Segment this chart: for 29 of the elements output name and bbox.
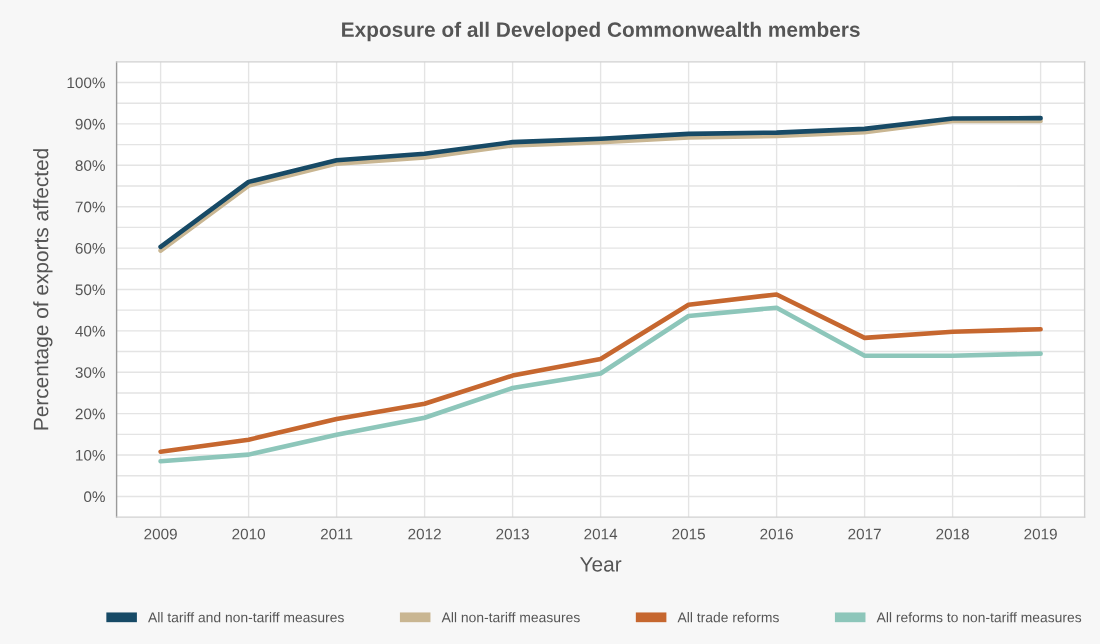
legend-label: All trade reforms — [677, 612, 779, 623]
y-tick-label: 70% — [75, 201, 105, 213]
x-tick-label: 2017 — [848, 528, 881, 540]
legend-label: All tariff and non-tariff measures — [148, 612, 344, 623]
x-tick-label: 2010 — [232, 528, 265, 540]
x-tick-label: 2015 — [672, 528, 705, 540]
y-axis-title: Percentage of exports affected — [33, 149, 53, 430]
y-tick-label: 60% — [75, 242, 105, 254]
y-tick-label: 20% — [75, 408, 105, 420]
y-tick-label: 80% — [75, 160, 105, 171]
y-tick-label: 40% — [75, 325, 105, 337]
x-tick-label: 2014 — [584, 528, 618, 540]
x-tick-label: 2013 — [496, 528, 529, 540]
y-tick-label: 50% — [75, 284, 105, 296]
x-tick-label: 2011 — [320, 528, 353, 540]
y-tick-label: 90% — [75, 118, 105, 130]
x-axis-title: Year — [580, 557, 622, 572]
y-tick-label: 100% — [67, 77, 105, 89]
x-tick-label: 2018 — [936, 528, 969, 540]
x-tick-label: 2012 — [408, 528, 441, 540]
legend-label: All reforms to non-tariff measures — [876, 612, 1082, 623]
x-tick-label: 2009 — [144, 528, 177, 540]
y-tick-label: 0% — [84, 491, 105, 503]
x-tick-label: 2016 — [760, 528, 793, 540]
x-tick-label: 2019 — [1024, 528, 1057, 540]
y-tick-label: 30% — [75, 367, 105, 378]
chart-title: Exposure of all Developed Commonwealth members — [342, 21, 860, 42]
y-tick-label: 10% — [76, 449, 105, 461]
legend-label: All non-tariff measures — [441, 612, 580, 623]
